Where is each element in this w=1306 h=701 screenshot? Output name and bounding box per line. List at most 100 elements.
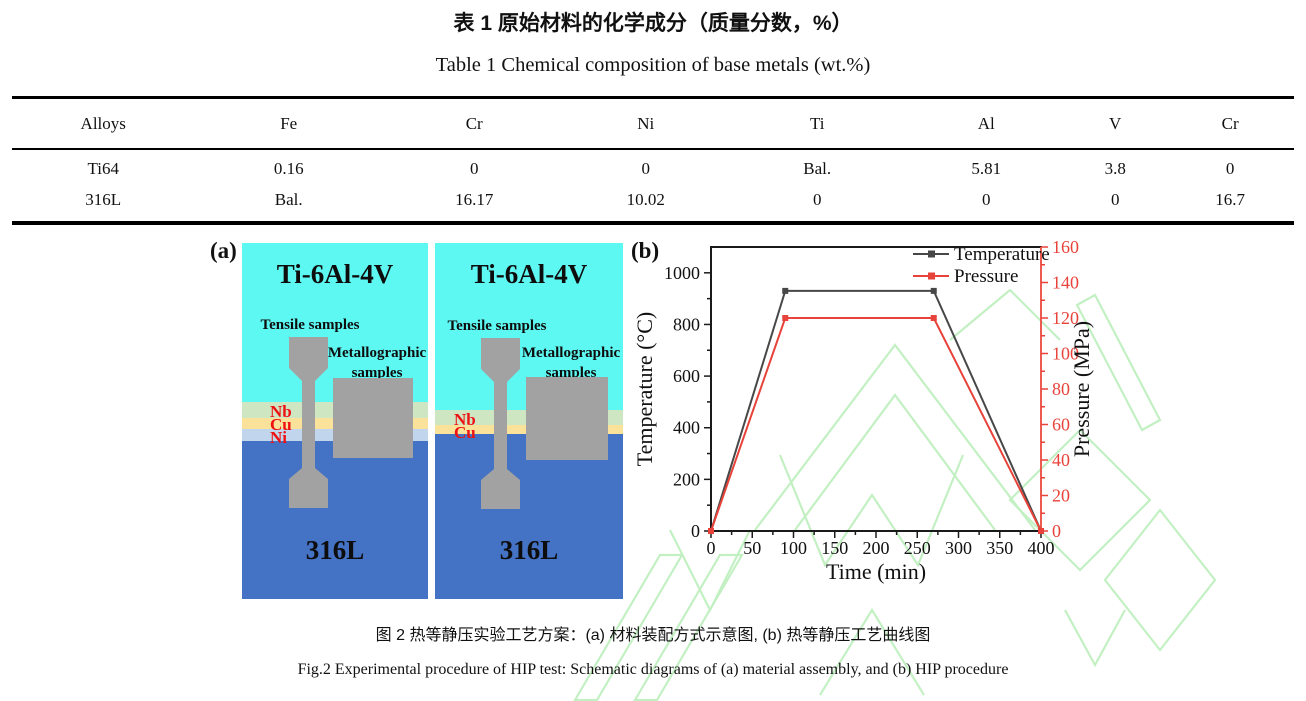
table-row: Ti64 0.16 0 0 Bal. 5.81 3.8 0	[12, 153, 1294, 184]
table-title-en: Table 1 Chemical composition of base met…	[435, 54, 871, 76]
metallographic-sample	[333, 378, 413, 458]
table-header-cell: Ni	[637, 113, 655, 133]
series-marker-temperature	[930, 287, 937, 294]
table-title-cn: 表 1 原始材料的化学成分（质量分数，%）	[453, 12, 853, 35]
y-right-tick-label: 20	[1052, 486, 1070, 506]
table-cell: 0	[469, 158, 479, 178]
watermark-shape	[1008, 428, 1152, 572]
x-tick-label: 300	[945, 538, 972, 558]
table-header-cell: Cr	[1221, 113, 1239, 133]
table-body: Ti64 0.16 0 0 Bal. 5.81 3.8 0 316L Bal. 16.17 10.02…	[12, 150, 1294, 221]
table-cell: 16.17	[455, 189, 494, 209]
table-cell: 3.8	[1104, 158, 1126, 178]
metallographic-line2: samples	[351, 365, 403, 382]
steel-label: 316L	[305, 535, 365, 565]
nb-label: Nb	[270, 402, 292, 421]
x-axis-title: Time (min)	[826, 559, 926, 584]
table-cell: 16.7	[1215, 189, 1245, 209]
table-header-cell: V	[1109, 113, 1122, 133]
table-cell: 0	[641, 158, 650, 178]
x-tick-label: 100	[780, 538, 807, 558]
y-right-tick-label: 140	[1052, 273, 1079, 293]
watermark-shape	[819, 607, 925, 696]
table-cell: 316L	[85, 189, 122, 209]
metallographic-samples-label: Metallographic samples	[326, 343, 428, 384]
watermark-shape	[794, 393, 996, 531]
table-cell: 0.16	[273, 158, 304, 178]
series-marker-pressure	[930, 315, 937, 321]
x-tick-label: 350	[986, 538, 1013, 558]
y-right-tick-label: 0	[1052, 521, 1061, 541]
legend-marker	[928, 250, 935, 258]
x-tick-label: 0	[707, 538, 716, 558]
table-cell: Ti64	[87, 158, 119, 178]
legend-label: Pressure	[954, 266, 1018, 287]
ti64-label: Ti-6Al-4V	[276, 259, 394, 289]
assembly-diagram-left: Ti-6Al-4V Tensile samples Metallographic…	[242, 243, 428, 599]
y-left-tick-label: 600	[673, 366, 700, 386]
x-tick-label: 250	[904, 538, 931, 558]
x-tick-label: 150	[821, 538, 848, 558]
x-tick-label: 50	[743, 538, 761, 558]
legend-label: Temperature	[954, 244, 1050, 265]
x-tick-label: 200	[863, 538, 890, 558]
y-left-tick-label: 800	[673, 314, 700, 334]
y-left-tick-label: 0	[691, 521, 700, 541]
table-cell: 0	[982, 189, 991, 209]
assembly-diagram-right: Ti-6Al-4V Tensile samples Metallographic…	[435, 243, 623, 599]
panel-a-label: (a)	[210, 238, 237, 263]
composition-table: Alloys Fe Cr Ni Ti Al V Cr Ti64 0.16 0 0 Bal. 5.81 3.…	[12, 96, 1294, 225]
series-marker-pressure	[1038, 528, 1044, 534]
metallographic-sample	[526, 377, 608, 460]
table-cell: 0	[1110, 189, 1120, 209]
y-right-tick-label: 60	[1052, 415, 1070, 435]
series-line-pressure	[710, 317, 1042, 532]
tensile-samples-label: Tensile samples	[260, 317, 360, 333]
series-marker-pressure	[782, 315, 789, 321]
x-tick-label: 400	[1028, 538, 1055, 558]
table-header-cell: Ti	[809, 113, 825, 133]
watermark-shape	[633, 553, 744, 701]
watermark-shape	[949, 288, 1061, 341]
y-right-tick-label: 80	[1052, 379, 1070, 399]
metallographic-line1: Metallographic	[521, 345, 621, 361]
watermark-pattern	[573, 288, 1217, 701]
y-right-axis-title: Pressure (MPa)	[1069, 321, 1094, 457]
table-cell: Bal.	[803, 158, 832, 178]
ti64-label: Ti-6Al-4V	[470, 259, 588, 289]
y-left-axis-title: Temperature (°C)	[632, 312, 657, 466]
table-cell: 0	[812, 189, 822, 209]
y-left-tick-label: 200	[673, 469, 700, 489]
y-left-tick-label: 1000	[664, 263, 700, 283]
table-header-cell: Al	[977, 113, 995, 133]
table-cell: Bal.	[274, 189, 303, 209]
table-header-row: Alloys Fe Cr Ni Ti Al V Cr	[12, 99, 1294, 150]
series-marker-temperature	[782, 287, 789, 294]
table-cell: 0	[1225, 158, 1235, 178]
watermark-shape	[1064, 609, 1126, 668]
series-marker-pressure	[708, 528, 714, 534]
table-header-cell: Fe	[280, 113, 298, 133]
cu-label: Cu	[270, 415, 292, 434]
ni-label: Ni	[270, 428, 287, 447]
y-left-tick-label: 400	[673, 418, 700, 438]
tensile-sample-shape	[289, 337, 328, 508]
y-right-tick-label: 40	[1052, 450, 1070, 470]
y-right-tick-label: 160	[1052, 237, 1079, 257]
panel-b-label: (b)	[631, 238, 660, 263]
watermark-shape	[1103, 508, 1217, 652]
steel-block	[435, 434, 623, 599]
tensile-sample-shape	[481, 338, 520, 509]
legend-marker	[928, 272, 935, 280]
series-line-temperature	[710, 289, 1042, 532]
watermark-shape	[778, 454, 965, 568]
y-right-tick-label: 100	[1052, 344, 1079, 364]
hip-procedure-chart: 0 50 100 150 200 250 300 350 4000200400600800100…	[632, 237, 1094, 584]
table-header-cell: Cr	[465, 113, 483, 133]
steel-block	[242, 441, 428, 599]
cu-label: Cu	[454, 423, 476, 442]
watermark-shape	[1075, 293, 1162, 432]
steel-label: 316L	[499, 535, 559, 565]
metallographic-line1: Metallographic	[327, 345, 427, 361]
